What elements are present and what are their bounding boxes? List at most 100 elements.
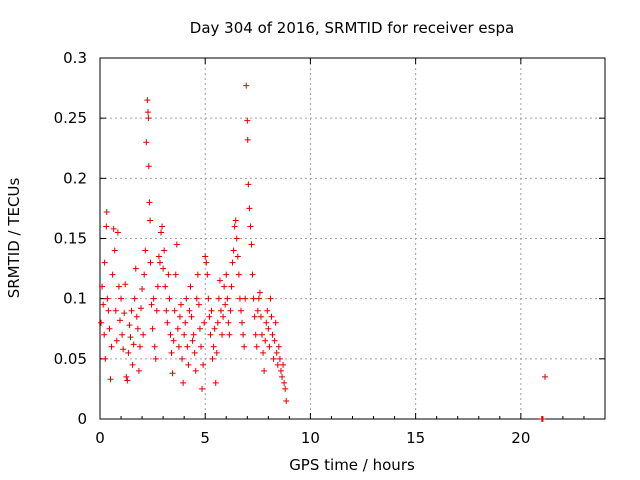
data-point — [123, 373, 130, 380]
data-point — [152, 355, 159, 362]
data-point — [166, 295, 173, 302]
data-point — [108, 343, 115, 350]
data-point — [113, 337, 120, 344]
data-point — [147, 259, 154, 266]
data-point — [144, 109, 151, 116]
data-point — [227, 307, 234, 314]
data-point — [205, 295, 212, 302]
data-point — [134, 325, 141, 332]
data-point — [243, 82, 250, 89]
data-point — [264, 307, 271, 314]
data-point — [180, 379, 187, 386]
data-point — [226, 331, 233, 338]
data-point — [206, 313, 213, 320]
data-point — [104, 295, 111, 302]
data-point — [140, 331, 147, 338]
data-point — [240, 331, 247, 338]
data-point — [248, 241, 255, 248]
data-point — [194, 271, 201, 278]
data-point — [217, 307, 224, 314]
data-point — [155, 253, 162, 260]
data-point — [120, 346, 127, 353]
data-point — [270, 355, 277, 362]
data-point — [176, 313, 183, 320]
data-point — [252, 331, 259, 338]
data-point — [121, 310, 128, 317]
data-point — [106, 325, 113, 332]
data-point — [282, 385, 289, 392]
data-point — [147, 217, 154, 224]
data-point — [118, 295, 125, 302]
data-point — [160, 265, 167, 272]
data-point — [145, 163, 152, 170]
data-point — [178, 301, 185, 308]
data-point — [242, 295, 249, 302]
data-point — [119, 331, 126, 338]
data-point — [163, 307, 170, 314]
data-point — [201, 319, 208, 326]
data-point — [271, 337, 278, 344]
data-point — [133, 313, 140, 320]
data-point — [100, 301, 107, 308]
data-point — [182, 319, 189, 326]
data-point — [247, 223, 254, 230]
data-point — [153, 307, 160, 314]
data-point — [259, 331, 266, 338]
data-point — [236, 295, 243, 302]
data-point — [146, 199, 153, 206]
data-point — [275, 343, 282, 350]
data-point — [200, 361, 207, 368]
data-point — [132, 265, 139, 272]
data-point — [161, 247, 168, 254]
data-point — [168, 349, 175, 356]
data-point — [128, 307, 135, 314]
y-tick-label: 0.2 — [63, 169, 87, 187]
data-point — [199, 385, 206, 392]
data-point — [164, 319, 171, 326]
x-tick-label: 20 — [511, 429, 530, 447]
data-point — [145, 115, 152, 122]
data-point — [262, 337, 269, 344]
data-point — [253, 343, 260, 350]
data-point — [115, 283, 122, 290]
data-point — [143, 139, 150, 146]
data-point — [228, 283, 235, 290]
y-tick-label: 0.1 — [63, 290, 87, 308]
x-tick-label: 5 — [200, 429, 210, 447]
data-point — [173, 241, 180, 248]
data-point — [251, 313, 258, 320]
y-tick-label: 0.05 — [54, 350, 87, 368]
data-point — [131, 295, 138, 302]
data-point — [151, 343, 158, 350]
data-point — [144, 97, 151, 104]
data-point — [260, 349, 267, 356]
data-point — [203, 259, 210, 266]
data-point — [181, 331, 188, 338]
data-point — [110, 225, 117, 232]
data-point — [195, 301, 202, 308]
data-point — [187, 283, 194, 290]
data-point — [171, 307, 178, 314]
data-point — [127, 334, 134, 341]
data-point — [159, 223, 166, 230]
data-point — [111, 247, 118, 254]
data-point — [207, 331, 214, 338]
data-point — [223, 271, 230, 278]
data-point — [109, 271, 116, 278]
y-axis-label: SRMTID / TECUs — [5, 178, 23, 299]
data-point — [198, 343, 204, 350]
data-point — [230, 247, 237, 254]
data-point — [212, 379, 219, 386]
data-point — [249, 271, 256, 278]
data-point — [184, 343, 191, 350]
data-point — [229, 259, 236, 266]
data-point — [154, 283, 161, 290]
data-point — [142, 247, 149, 254]
data-point — [139, 286, 146, 293]
data-point — [107, 376, 114, 383]
data-point — [172, 271, 179, 278]
data-point — [265, 325, 272, 332]
x-axis-label: GPS time / hours — [289, 456, 415, 474]
data-point — [186, 307, 193, 314]
